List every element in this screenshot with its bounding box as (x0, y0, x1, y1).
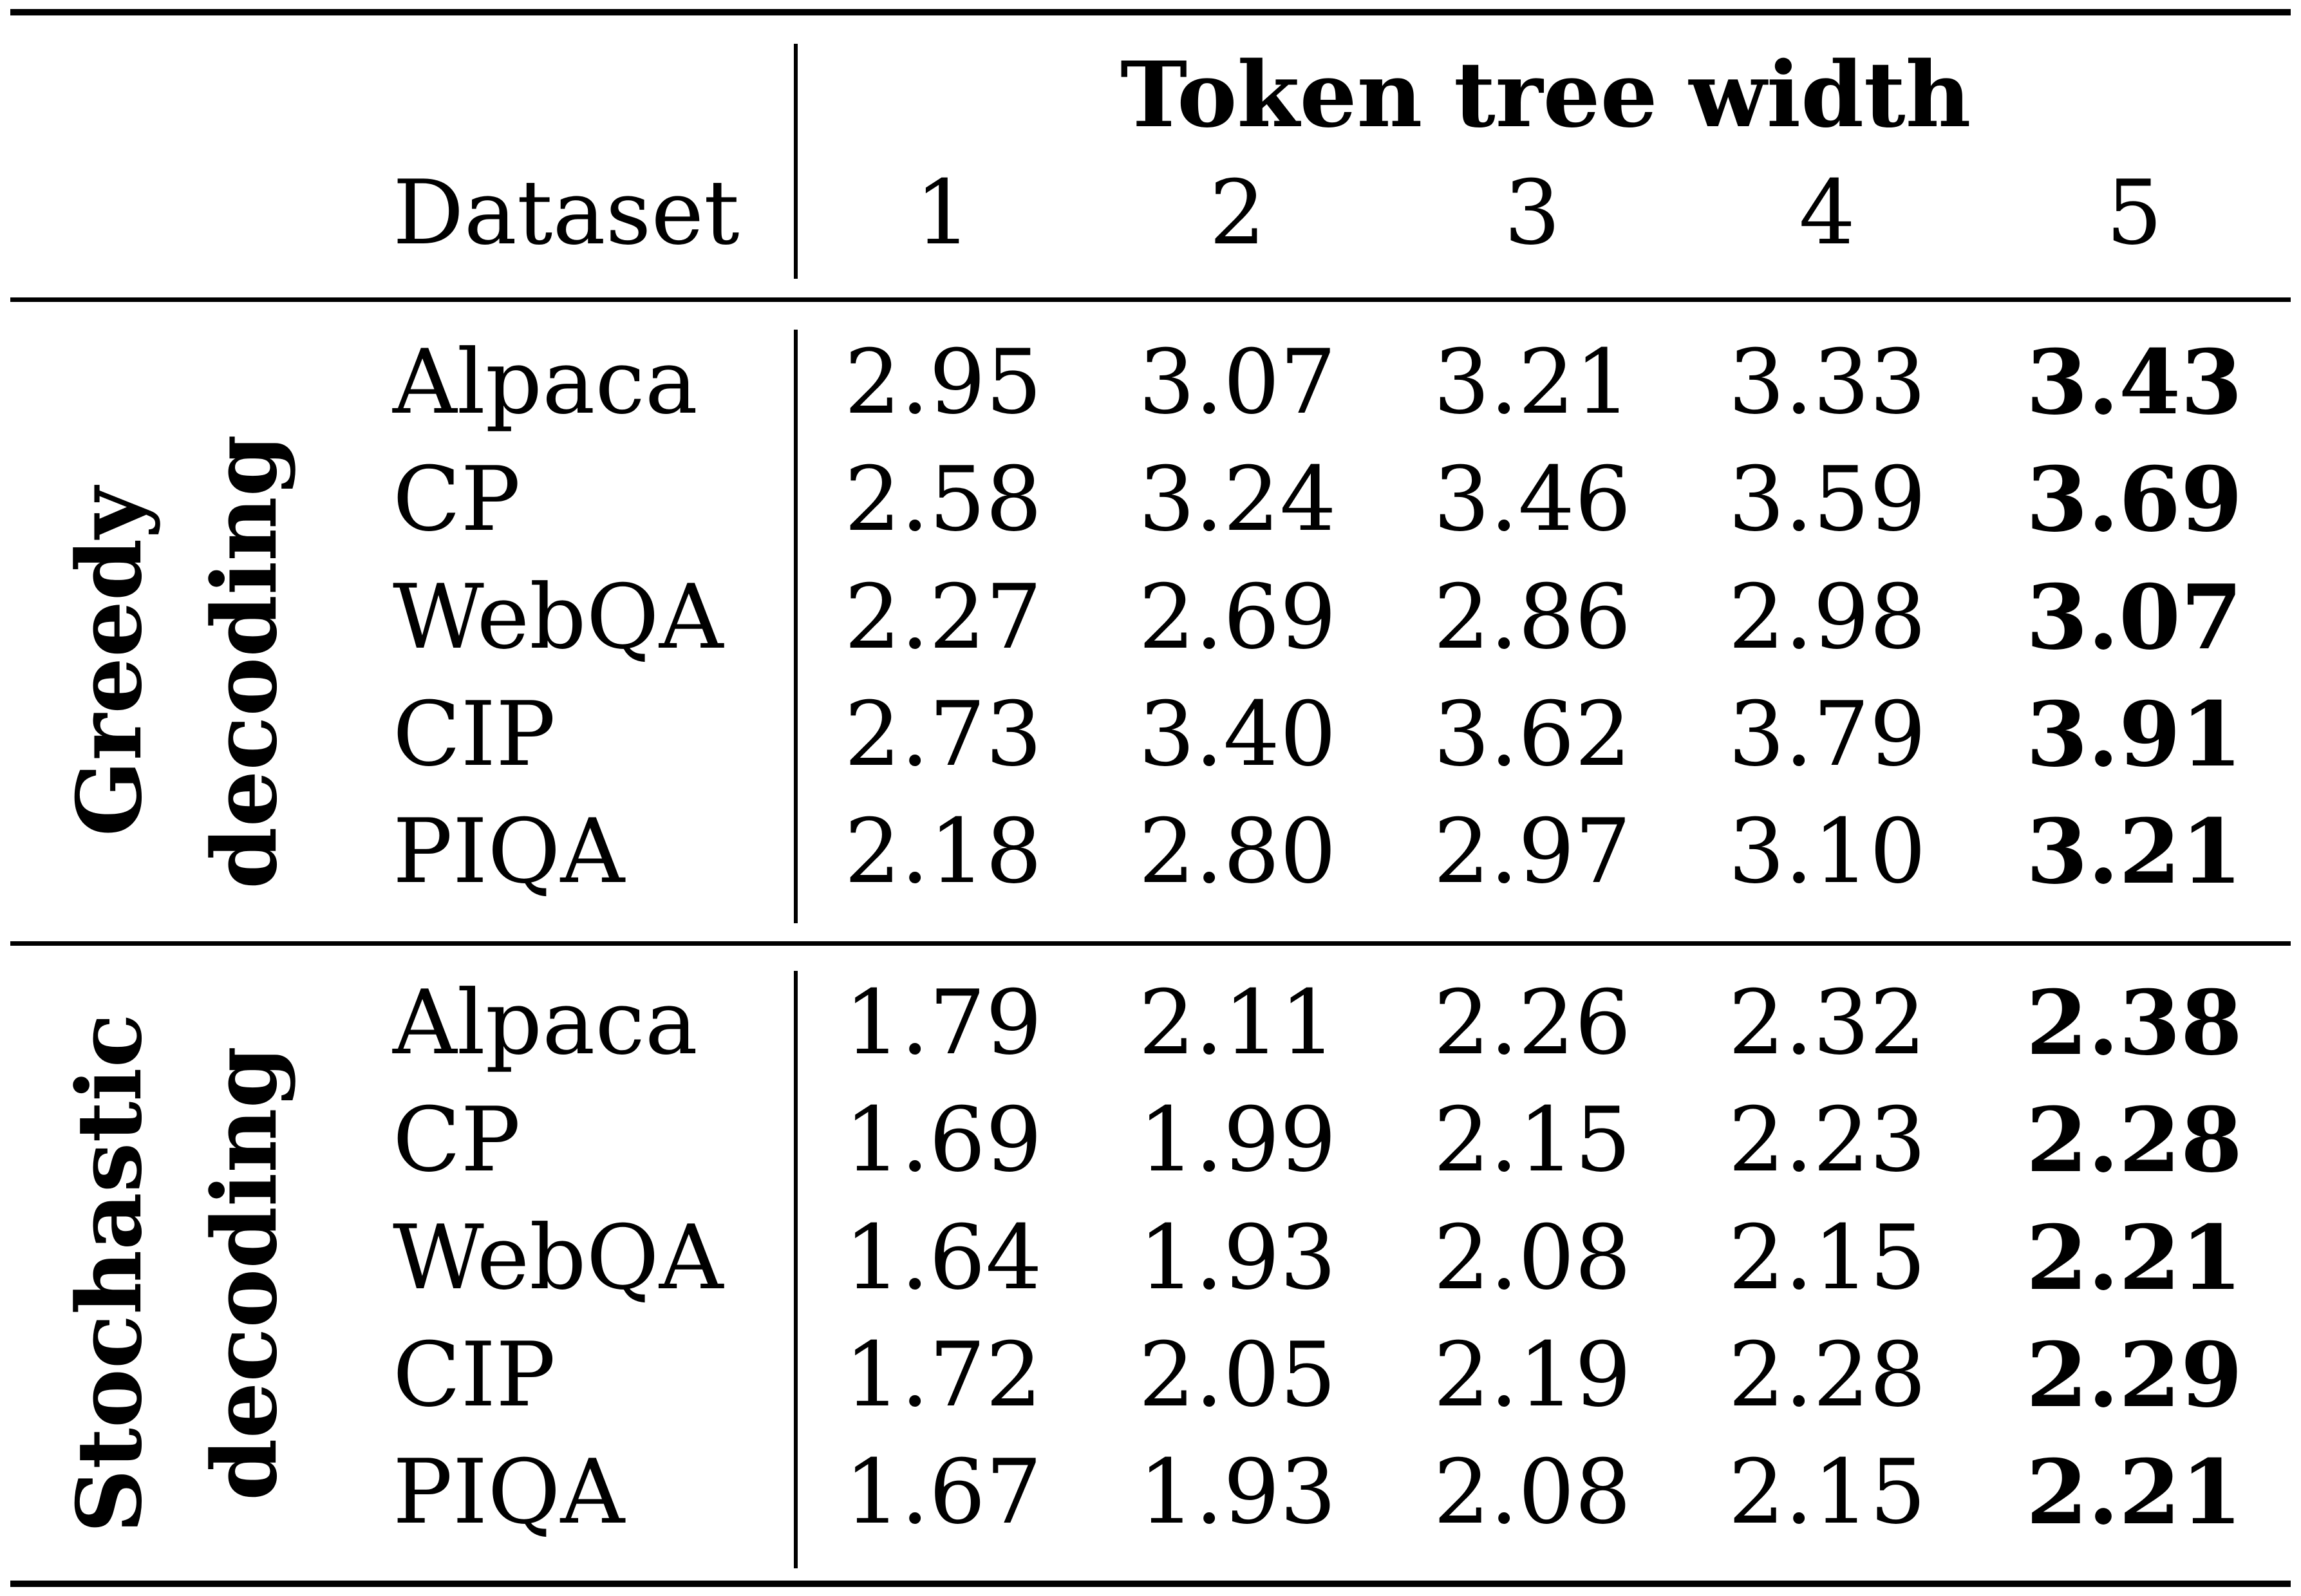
dataset-cell: CIP (393, 682, 556, 786)
value-cell: 2.38 (2025, 970, 2243, 1075)
value-cell: 3.91 (2025, 682, 2243, 787)
value-cell: 3.43 (2025, 330, 2243, 435)
value-cell: 2.19 (1433, 1323, 1631, 1427)
value-cell: 2.21 (2025, 1205, 2243, 1310)
width-header-4: 4 (1799, 161, 1855, 265)
value-cell: 2.29 (2025, 1322, 2243, 1427)
dataset-cell: CIP (393, 1323, 556, 1427)
value-cell: 3.46 (1433, 447, 1631, 551)
token-tree-width-header: Token tree width (1120, 42, 1971, 148)
width-header-1: 1 (915, 161, 972, 265)
value-cell: 3.59 (1728, 447, 1926, 551)
group-label-greedy-line1: Greedy (57, 487, 162, 837)
width-header-3: 3 (1504, 161, 1561, 265)
value-cell: 2.26 (1433, 971, 1631, 1075)
value-cell: 1.67 (844, 1440, 1042, 1544)
value-cell: 2.32 (1728, 971, 1926, 1075)
value-cell: 1.93 (1138, 1206, 1337, 1310)
greedy-vertical-rule (794, 330, 798, 923)
value-cell: 1.93 (1138, 1440, 1337, 1544)
value-cell: 3.10 (1728, 800, 1926, 903)
value-cell: 3.33 (1728, 330, 1926, 434)
value-cell: 3.21 (1433, 330, 1631, 434)
value-cell: 2.28 (2025, 1087, 2243, 1192)
value-cell: 2.18 (844, 800, 1042, 903)
value-cell: 2.27 (844, 565, 1042, 669)
value-cell: 1.99 (1138, 1088, 1337, 1192)
width-header-2: 2 (1209, 161, 1266, 265)
value-cell: 2.58 (844, 447, 1042, 551)
dataset-cell: Alpaca (393, 971, 698, 1075)
value-cell: 3.21 (2025, 799, 2243, 904)
header-rule (10, 297, 2291, 302)
value-cell: 2.15 (1433, 1088, 1631, 1192)
value-cell: 2.05 (1138, 1323, 1337, 1427)
dataset-cell: CP (393, 1088, 521, 1192)
value-cell: 1.69 (844, 1088, 1042, 1192)
header-vertical-rule (794, 44, 798, 279)
value-cell: 3.07 (2025, 565, 2243, 670)
value-cell: 2.86 (1433, 565, 1631, 669)
dataset-cell: CP (393, 447, 521, 551)
group-label-stochastic-line2: decoding (192, 1046, 297, 1501)
value-cell: 3.07 (1138, 330, 1337, 434)
value-cell: 2.08 (1433, 1440, 1631, 1544)
value-cell: 2.28 (1728, 1323, 1926, 1427)
dataset-cell: Alpaca (393, 330, 698, 434)
value-cell: 2.21 (2025, 1440, 2243, 1544)
value-cell: 1.72 (844, 1323, 1042, 1427)
value-cell: 3.79 (1728, 682, 1926, 786)
value-cell: 2.23 (1728, 1088, 1926, 1192)
dataset-cell: PIQA (393, 1440, 625, 1544)
value-cell: 2.08 (1433, 1206, 1631, 1310)
value-cell: 2.98 (1728, 565, 1926, 669)
value-cell: 2.95 (844, 330, 1042, 434)
value-cell: 1.79 (844, 971, 1042, 1075)
value-cell: 2.73 (844, 682, 1042, 786)
width-header-5: 5 (2106, 161, 2163, 265)
value-cell: 2.80 (1138, 800, 1337, 903)
dataset-cell: WebQA (393, 565, 724, 669)
value-cell: 3.69 (2025, 447, 2243, 552)
value-cell: 3.62 (1433, 682, 1631, 786)
group-separator-rule (10, 941, 2291, 946)
value-cell: 2.15 (1728, 1206, 1926, 1310)
value-cell: 2.11 (1138, 971, 1337, 1075)
value-cell: 3.40 (1138, 682, 1337, 786)
bottom-rule (10, 1581, 2291, 1587)
group-label-greedy-line2: decoding (192, 434, 297, 889)
value-cell: 3.24 (1138, 447, 1337, 551)
top-rule (10, 9, 2291, 15)
value-cell: 1.64 (844, 1206, 1042, 1310)
dataset-header: Dataset (393, 161, 740, 265)
group-label-stochastic-line1: Stochastic (57, 1013, 162, 1534)
value-cell: 2.15 (1728, 1440, 1926, 1544)
dataset-cell: PIQA (393, 800, 625, 903)
value-cell: 2.69 (1138, 565, 1337, 669)
value-cell: 2.97 (1433, 800, 1631, 903)
dataset-cell: WebQA (393, 1206, 724, 1310)
stochastic-vertical-rule (794, 971, 798, 1568)
